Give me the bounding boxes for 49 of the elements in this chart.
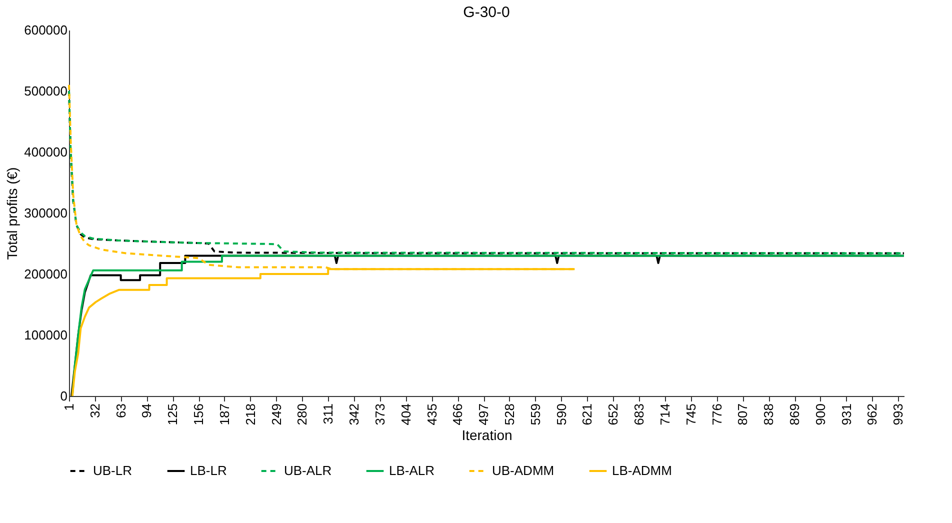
x-axis-title: Iteration — [462, 427, 512, 444]
x-tick-label: 94 — [139, 404, 154, 418]
x-tick-label: 63 — [113, 404, 128, 418]
x-tick-label: 869 — [787, 404, 802, 426]
x-tick-label: 745 — [683, 404, 698, 426]
x-tick-label: 187 — [216, 404, 232, 426]
chart-title: G-30-0 — [463, 4, 510, 21]
x-tick-label: 311 — [320, 404, 336, 424]
y-tick-label: 300000 — [24, 206, 68, 220]
x-tick-label: 342 — [346, 404, 362, 426]
x-tick-label: 404 — [398, 404, 414, 426]
legend-label: UB-ADMM — [492, 463, 554, 478]
y-tick-label: 400000 — [24, 144, 68, 160]
x-tick-label: 32 — [87, 404, 102, 418]
x-tick-label: 249 — [268, 404, 284, 426]
x-tick-label: 714 — [657, 404, 672, 426]
x-tick-label: 156 — [191, 404, 206, 426]
y-axis-title: Total profits (€) — [4, 167, 20, 260]
y-tick-label: 0 — [60, 388, 68, 404]
x-tick-label: 931 — [838, 404, 854, 426]
x-tick-label: 590 — [554, 404, 569, 426]
x-tick-label: 1 — [62, 404, 76, 411]
x-tick-label: 993 — [890, 404, 906, 426]
legend-label: LB-ADMM — [612, 463, 672, 478]
x-tick-label: 435 — [424, 404, 440, 426]
y-tick-label: 100000 — [24, 328, 68, 342]
x-tick-label: 559 — [528, 404, 543, 426]
legend-label: LB-ALR — [389, 463, 435, 478]
x-tick-label: 125 — [165, 404, 180, 426]
legend-label: UB-LR — [93, 463, 132, 478]
x-tick-label: 838 — [761, 404, 776, 426]
x-tick-label: 497 — [476, 404, 492, 426]
y-tick-label: 600000 — [24, 22, 68, 38]
x-tick-label: 466 — [450, 404, 466, 426]
x-tick-label: 218 — [242, 404, 258, 426]
x-tick-label: 280 — [294, 404, 310, 426]
y-tick-label: 200000 — [24, 266, 68, 282]
y-tick-label: 500000 — [24, 84, 68, 98]
x-tick-label: 962 — [864, 404, 880, 426]
x-tick-label: 373 — [372, 404, 388, 426]
x-tick-label: 528 — [502, 404, 517, 426]
legend-label: UB-ALR — [284, 463, 332, 478]
x-tick-label: 683 — [632, 404, 647, 426]
x-tick-label: 900 — [812, 404, 828, 426]
x-tick-label: 776 — [709, 404, 724, 426]
legend-label: LB-LR — [190, 463, 227, 478]
x-tick-label: 652 — [606, 404, 621, 426]
x-tick-label: 621 — [580, 404, 595, 426]
x-tick-label: 807 — [735, 404, 750, 426]
